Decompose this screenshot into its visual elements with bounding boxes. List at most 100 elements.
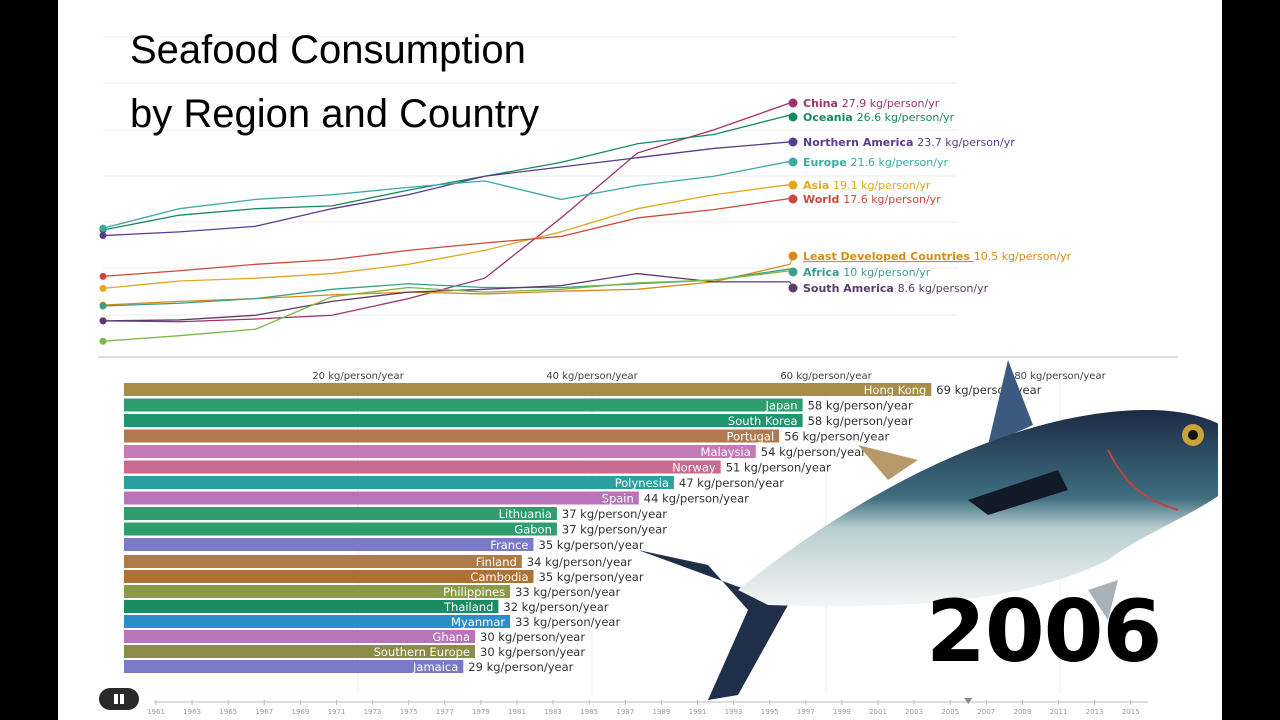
bar-south-korea bbox=[124, 414, 803, 427]
timeline-label: 2011 bbox=[1050, 708, 1068, 716]
series-label: China 27.9 kg/person/yr bbox=[803, 97, 940, 110]
bar-name: Myanmar bbox=[451, 615, 505, 629]
bar-southern-europe bbox=[124, 645, 475, 658]
bar-name: Thailand bbox=[443, 600, 493, 614]
timeline-label: 2003 bbox=[905, 708, 923, 716]
bar-philippines bbox=[124, 585, 511, 598]
series-label: Northern America 23.7 kg/person/yr bbox=[803, 136, 1015, 149]
start-dot bbox=[99, 272, 107, 280]
bar-jamaica bbox=[124, 660, 464, 673]
timeline-label: 1967 bbox=[255, 708, 273, 716]
bar-malaysia bbox=[124, 445, 756, 458]
bar-name: Spain bbox=[602, 492, 634, 506]
bar-lithuania bbox=[124, 507, 557, 520]
bar-value-label: 35 kg/person/year bbox=[539, 538, 644, 552]
end-dot bbox=[788, 180, 798, 190]
x-tick-label: 40 kg/person/year bbox=[546, 371, 638, 382]
x-tick-label: 20 kg/person/year bbox=[312, 371, 404, 382]
bar-name: Philippines bbox=[443, 585, 505, 599]
bar-value-label: 47 kg/person/year bbox=[679, 476, 784, 490]
series-label: World 17.6 kg/person/yr bbox=[803, 193, 941, 206]
start-dot bbox=[99, 224, 107, 232]
series-label: Oceania 26.6 kg/person/yr bbox=[803, 111, 955, 124]
start-dot bbox=[99, 337, 107, 345]
series-line-europe bbox=[102, 160, 791, 229]
timeline-label: 1989 bbox=[652, 708, 670, 716]
bar-name: Lithuania bbox=[499, 507, 552, 521]
series-line-south-america bbox=[102, 272, 790, 322]
bar-name: Cambodia bbox=[470, 570, 528, 584]
timeline-label: 1997 bbox=[797, 708, 815, 716]
bar-name: Jamaica bbox=[412, 660, 458, 674]
bar-name: Finland bbox=[476, 555, 517, 569]
timeline-slider[interactable]: 1961 1963 1965 1967 1969 1971 1973 1975 1977 1979… bbox=[58, 698, 1222, 720]
series-label: Africa 10 kg/person/yr bbox=[803, 266, 931, 279]
series-line-world bbox=[102, 197, 791, 277]
bar-value-label: 51 kg/person/year bbox=[726, 461, 831, 475]
bar-hong-kong bbox=[124, 383, 932, 396]
bar-value-label: 44 kg/person/year bbox=[644, 492, 749, 506]
timeline-label: 2009 bbox=[1013, 708, 1031, 716]
bar-thailand bbox=[124, 600, 499, 613]
series-line-least-developed-countries bbox=[102, 263, 791, 306]
bar-name: France bbox=[490, 538, 528, 552]
timeline-label: 1963 bbox=[183, 708, 201, 716]
bar-name: Ghana bbox=[432, 630, 470, 644]
timeline-label: 1999 bbox=[833, 708, 851, 716]
end-dot bbox=[788, 137, 798, 147]
bar-myanmar bbox=[124, 615, 511, 628]
tuna-illustration bbox=[638, 360, 1218, 700]
title-line-2: by Region and Country bbox=[130, 92, 540, 136]
series-label: Europe 21.6 kg/person/yr bbox=[803, 156, 948, 169]
start-dot bbox=[99, 284, 107, 292]
end-dot bbox=[788, 251, 798, 261]
timeline-label: 1983 bbox=[544, 708, 562, 716]
series-line-china bbox=[102, 102, 791, 323]
bar-value-label: 30 kg/person/year bbox=[480, 645, 585, 659]
end-dot bbox=[788, 283, 798, 293]
bar-value-label: 37 kg/person/year bbox=[562, 523, 667, 537]
bar-ghana bbox=[124, 630, 475, 643]
timeline-label: 1995 bbox=[761, 708, 779, 716]
start-dot bbox=[99, 232, 107, 240]
bar-norway bbox=[124, 460, 721, 474]
bar-name: Gabon bbox=[514, 523, 552, 537]
timeline-label: 1971 bbox=[328, 708, 346, 716]
bar-name: Southern Europe bbox=[374, 645, 470, 659]
start-dot bbox=[99, 317, 107, 325]
end-dot bbox=[788, 267, 798, 277]
chart-title: Seafood Consumption by Region and Countr… bbox=[130, 18, 539, 146]
series-line-unnamed bbox=[102, 270, 791, 342]
timeline-marker bbox=[964, 698, 973, 704]
timeline-label: 1985 bbox=[580, 708, 598, 716]
timeline-label: 1969 bbox=[291, 708, 309, 716]
bar-value-label: 58 kg/person/year bbox=[808, 414, 913, 428]
series-label: South America 8.6 kg/person/yr bbox=[803, 282, 989, 295]
timeline-label: 1979 bbox=[472, 708, 490, 716]
series-line-northern-america bbox=[102, 141, 791, 237]
bar-value-label: 35 kg/person/year bbox=[539, 570, 644, 584]
bar-name: Hong Kong bbox=[864, 383, 927, 397]
timeline-label: 2013 bbox=[1086, 708, 1104, 716]
start-dot bbox=[99, 302, 107, 310]
timeline-label: 1981 bbox=[508, 708, 526, 716]
timeline-label: 1973 bbox=[364, 708, 382, 716]
timeline-label: 2007 bbox=[977, 708, 995, 716]
timeline-label: 1975 bbox=[400, 708, 418, 716]
pause-icon[interactable] bbox=[99, 688, 139, 710]
bar-value-label: 32 kg/person/year bbox=[503, 600, 608, 614]
bar-value-label: 30 kg/person/year bbox=[480, 630, 585, 644]
timeline-label: 1961 bbox=[147, 708, 165, 716]
bar-name: Norway bbox=[672, 461, 716, 475]
bar-value-label: 56 kg/person/year bbox=[784, 430, 889, 444]
bar-gabon bbox=[124, 522, 557, 536]
bar-chart: 20 kg/person/year 40 kg/person/year 60 kg/… bbox=[124, 371, 1107, 695]
bar-name: Malaysia bbox=[701, 445, 751, 459]
video-frame: China 27.9 kg/person/yr Oceania 26.6 kg/p… bbox=[58, 0, 1222, 720]
timeline-label: 2015 bbox=[1122, 708, 1140, 716]
bar-value-label: 34 kg/person/year bbox=[527, 555, 632, 569]
timeline-label: 1965 bbox=[219, 708, 237, 716]
end-dot bbox=[788, 98, 798, 108]
bar-name: Polynesia bbox=[615, 476, 669, 490]
